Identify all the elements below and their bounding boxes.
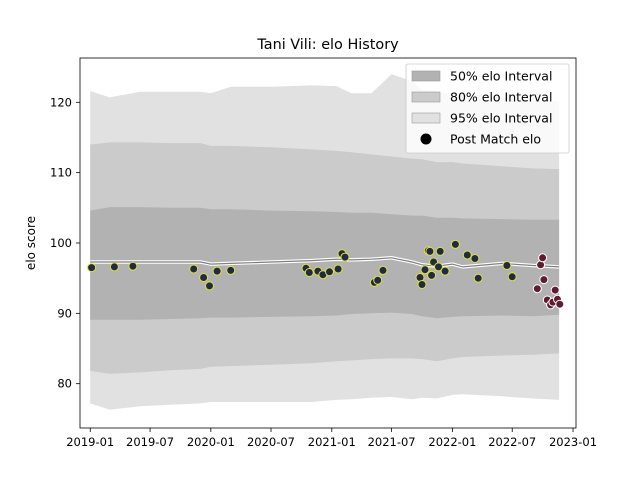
post-match-point — [473, 273, 483, 283]
x-tick-label: 2022-07 — [488, 435, 536, 449]
median-lines — [90, 256, 560, 269]
post-match-point — [189, 264, 199, 274]
x-tick-label: 2020-07 — [247, 435, 295, 449]
post-match-point — [420, 265, 430, 275]
post-match-point — [87, 263, 97, 273]
post-match-point — [427, 270, 437, 280]
recent-post-match-point — [538, 253, 548, 263]
band-50-interval — [90, 207, 560, 320]
x-tick-label: 2023-01 — [549, 435, 597, 449]
post-match-point — [417, 280, 427, 289]
post-match-point — [109, 262, 119, 272]
post-match-point — [502, 261, 512, 270]
interval-bands — [90, 74, 560, 410]
post-match-point — [199, 273, 209, 282]
legend-marker-swatch — [420, 133, 432, 145]
legend-label: 95% elo Interval — [450, 111, 552, 126]
post-match-point — [205, 281, 214, 291]
legend-label: 80% elo Interval — [450, 90, 552, 105]
recent-post-match-point — [550, 285, 560, 295]
recent-post-match-point — [555, 299, 565, 309]
y-axis-label: elo score — [24, 216, 38, 270]
post-match-point — [325, 267, 334, 277]
post-match-point — [212, 266, 222, 276]
x-tick-label: 2020-01 — [187, 435, 235, 449]
post-match-point — [128, 261, 138, 271]
post-match-point — [507, 272, 517, 282]
chart-title: Tani Vili: elo History — [256, 37, 399, 53]
post-match-point — [226, 265, 236, 275]
y-axis: 80 90 100 110 120 — [50, 95, 80, 391]
post-match-point — [470, 254, 480, 263]
legend-swatch-band-95 — [411, 112, 441, 124]
y-tick-label: 110 — [50, 166, 72, 180]
legend-box — [405, 63, 570, 154]
post-match-point — [425, 246, 435, 256]
x-tick-label: 2019-07 — [126, 435, 174, 449]
x-axis: 2019-01 2019-07 2020-01 2020-07 2021-01 2021-… — [66, 428, 597, 449]
post-match-points — [87, 239, 517, 291]
post-match-point — [378, 265, 388, 275]
post-match-point — [333, 264, 343, 274]
legend-label: 50% elo Interval — [450, 69, 552, 84]
post-match-point — [340, 252, 350, 262]
x-tick-label: 2019-01 — [66, 435, 114, 449]
x-tick-label: 2021-01 — [308, 435, 356, 449]
x-tick-label: 2022-01 — [428, 435, 476, 449]
post-match-point — [373, 275, 383, 285]
x-tick-label: 2021-07 — [368, 435, 416, 449]
y-tick-label: 80 — [57, 377, 72, 391]
legend-label: Post Match elo — [450, 132, 541, 147]
post-match-point — [434, 262, 443, 272]
post-match-point — [440, 266, 450, 276]
post-match-point — [435, 246, 445, 256]
y-tick-label: 100 — [50, 236, 72, 250]
post-match-point — [462, 250, 472, 260]
legend-swatch-band-50 — [411, 70, 441, 82]
post-match-point — [304, 268, 314, 277]
legend: 50% elo Interval 80% elo Interval 95% elo … — [405, 63, 570, 154]
recent-post-match-point — [532, 284, 542, 294]
recent-post-match-point — [539, 275, 549, 285]
y-tick-label: 120 — [50, 95, 72, 109]
post-match-point — [450, 239, 460, 249]
recent-post-match-points — [532, 253, 565, 310]
median-line — [90, 257, 560, 268]
legend-swatch-band-80 — [411, 91, 441, 103]
y-tick-label: 90 — [57, 306, 72, 320]
